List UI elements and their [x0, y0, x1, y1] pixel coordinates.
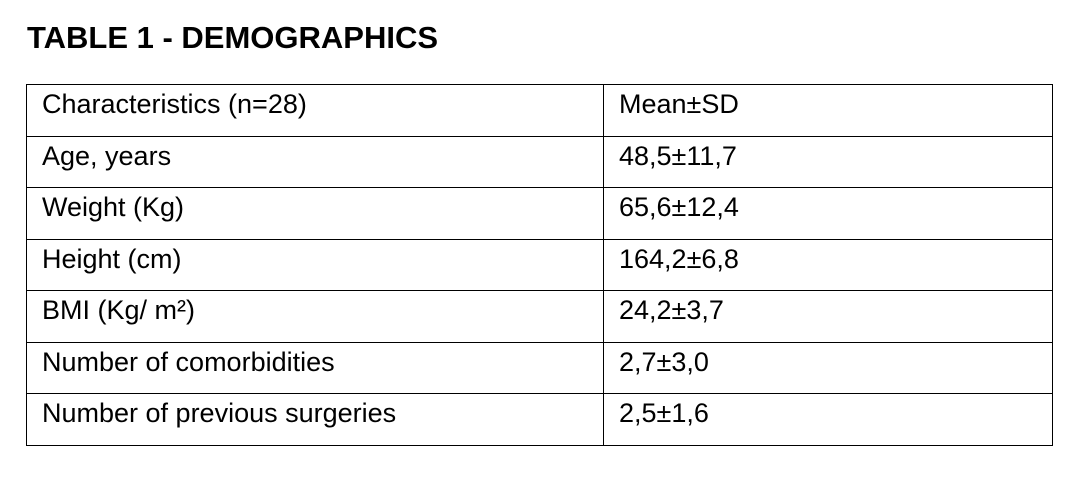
table-cell: Number of comorbidities [26, 341, 604, 394]
table-row: Height (cm) 164,2±6,8 [26, 238, 1053, 291]
table-cell: Age, years [26, 135, 604, 188]
table-cell: Characteristics (n=28) [26, 84, 604, 137]
table-cell: BMI (Kg/ m²) [26, 290, 604, 343]
table-row: Number of comorbidities 2,7±3,0 [26, 341, 1053, 394]
title: TABLE 1 - DEMOGRAPHICS [27, 20, 439, 55]
table-row: BMI (Kg/ m²) 24,2±3,7 [26, 290, 1053, 343]
table-cell: Weight (Kg) [26, 187, 604, 240]
table-row: Weight (Kg) 65,6±12,4 [26, 187, 1053, 240]
table-row: Age, years 48,5±11,7 [26, 135, 1053, 188]
table-cell: 48,5±11,7 [603, 135, 1053, 188]
table-cell: 2,5±1,6 [603, 393, 1053, 446]
table: Characteristics (n=28) Mean±SD Age, years 4… [26, 84, 1053, 446]
table-cell: 164,2±6,8 [603, 238, 1053, 291]
table-cell: 2,7±3,0 [603, 341, 1053, 394]
table-row: Characteristics (n=28) Mean±SD [26, 84, 1053, 137]
table-cell: Mean±SD [603, 84, 1053, 137]
table-cell: Height (cm) [26, 238, 604, 291]
table-cell: Number of previous surgeries [26, 393, 604, 446]
table-row: Number of previous surgeries 2,5±1,6 [26, 393, 1053, 446]
table-cell: 65,6±12,4 [603, 187, 1053, 240]
table-cell: 24,2±3,7 [603, 290, 1053, 343]
